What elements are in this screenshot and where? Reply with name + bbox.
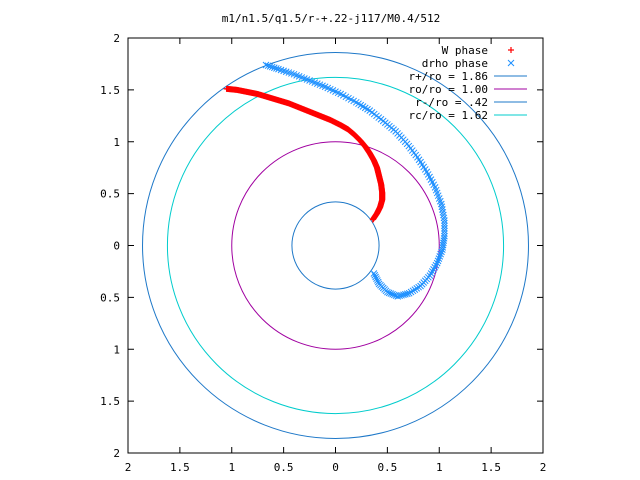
drho-phase-point	[264, 62, 272, 70]
drho-phase-point	[389, 290, 396, 298]
reference-circle	[231, 141, 440, 350]
drho-phase-point	[387, 290, 395, 297]
drho-phase-point	[441, 227, 448, 235]
drho-phase-point	[441, 217, 448, 224]
legend-label: r-/ro = .42	[415, 96, 488, 109]
legend-entry: r+/ro = 1.86	[409, 70, 527, 83]
drho-phase-point	[268, 63, 276, 71]
drho-phase-point	[270, 64, 278, 72]
y-tick-label: 1	[113, 136, 120, 149]
drho-phase-point	[370, 270, 378, 277]
drho-phase-point	[385, 289, 393, 297]
drho-phase-point	[436, 253, 444, 260]
legend-label: ro/ro = 1.00	[409, 83, 488, 96]
drho-phase-point	[438, 203, 446, 211]
axis-ticks: 2 1.5 1 0.5 0 0.5 1 1.5 221.510.500.511.52	[100, 32, 546, 474]
legend-entry: ro/ro = 1.00	[409, 83, 527, 96]
drho-phase-point	[398, 291, 405, 299]
y-tick-label: 1.5	[100, 395, 120, 408]
y-tick-label: 2	[113, 447, 120, 460]
drho-phase-point	[400, 291, 407, 299]
w-phase-point	[369, 216, 376, 223]
drho-phase-point	[439, 206, 446, 213]
drho-phase-point	[273, 65, 280, 72]
drho-phase-point	[440, 211, 447, 219]
drho-phase-point	[373, 275, 380, 283]
x-tick-label: 0.5	[274, 461, 294, 474]
drho-phase-point	[375, 280, 383, 288]
chart-title: m1/n1.5/q1.5/r-+.22-j117/M0.4/512	[222, 12, 441, 25]
y-tick-label: 0.5	[100, 188, 120, 201]
y-tick-label: 2	[113, 32, 120, 45]
drho-phase-point	[433, 259, 441, 267]
drho-phase-point	[432, 261, 440, 269]
legend-entry: r-/ro = .42	[415, 96, 527, 109]
drho-phase-point	[439, 208, 447, 216]
drho-phase-point	[439, 246, 446, 254]
drho-phase-point	[440, 214, 448, 222]
reference-circle	[142, 52, 529, 439]
x-tick-label: 2	[540, 461, 547, 474]
x-tick-label: 1	[436, 461, 443, 474]
drho-phase-point	[441, 222, 448, 230]
data-markers	[223, 61, 448, 300]
drho-phase-point	[507, 59, 515, 67]
drho-phase-point	[434, 257, 442, 265]
x-tick-label: 0.5	[377, 461, 397, 474]
drho-phase-point	[430, 266, 437, 273]
drho-phase-point	[394, 292, 402, 300]
drho-phase-point	[392, 292, 400, 299]
drho-phase-point	[262, 61, 270, 69]
legend-label: drho phase	[422, 57, 488, 70]
y-tick-label: 1	[113, 343, 120, 356]
drho-phase-point	[390, 291, 398, 299]
y-tick-label: 1.5	[100, 84, 120, 97]
legend-entry: drho phase	[422, 57, 515, 70]
drho-phase-point	[437, 200, 445, 208]
legend-entry: W phase	[442, 44, 514, 57]
y-tick-label: 0	[113, 240, 120, 253]
legend-label: W phase	[442, 44, 488, 57]
legend-entry: rc/ro = 1.62	[409, 109, 527, 122]
drho-phase-point	[428, 268, 436, 275]
reference-circle	[166, 76, 505, 415]
x-tick-label: 0	[332, 461, 339, 474]
x-tick-label: 1.5	[481, 461, 501, 474]
drho-phase-point	[372, 273, 379, 281]
legend-label: rc/ro = 1.62	[409, 109, 488, 122]
x-tick-label: 1.5	[170, 461, 190, 474]
drho-phase-point	[405, 289, 413, 297]
x-tick-label: 1	[228, 461, 235, 474]
drho-phase-point	[435, 255, 443, 262]
drho-phase-point	[402, 290, 409, 298]
x-tick-label: 2	[125, 461, 132, 474]
drho-phase-point	[441, 225, 448, 232]
reference-circles	[142, 52, 529, 439]
drho-phase-point	[431, 263, 439, 271]
drho-phase-point	[403, 290, 411, 298]
w-phase-point	[508, 47, 514, 53]
legend-label: r+/ro = 1.86	[409, 70, 488, 83]
drho-phase-point	[439, 244, 447, 251]
y-tick-label: 0.5	[100, 291, 120, 304]
reference-circle	[291, 201, 380, 290]
drho-phase-point	[427, 270, 435, 277]
drho-phase-point	[374, 278, 382, 286]
drho-phase-point	[371, 271, 379, 279]
drho-phase-point	[266, 63, 274, 70]
drho-phase-point	[437, 250, 444, 258]
drho-phase-point	[438, 248, 445, 256]
drho-phase-point	[373, 277, 381, 284]
drho-phase-point	[441, 219, 448, 227]
